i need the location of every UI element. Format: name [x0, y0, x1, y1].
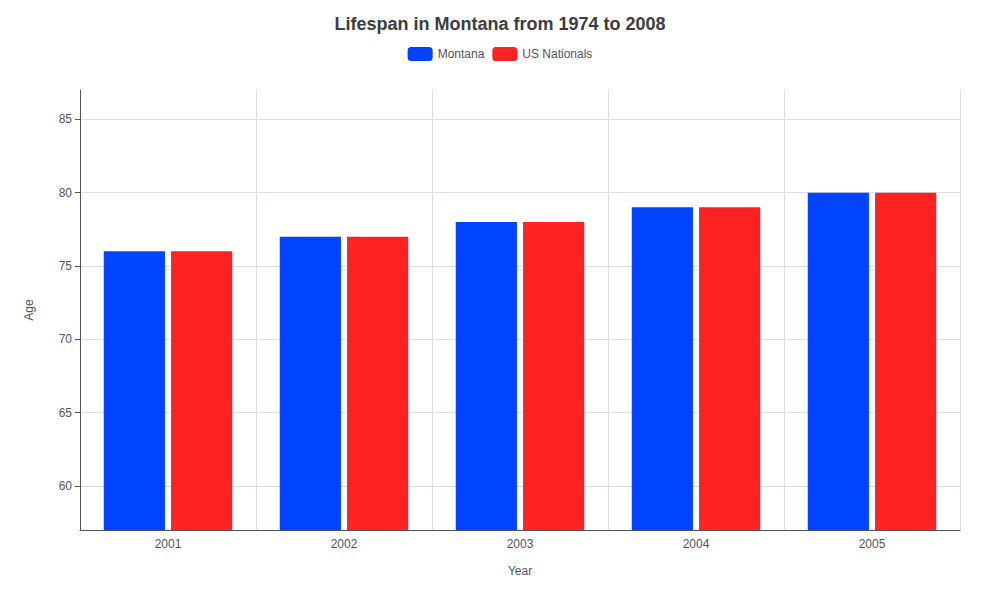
svg-text:2004: 2004 [683, 537, 710, 551]
svg-text:2002: 2002 [331, 537, 358, 551]
svg-text:US Nationals: US Nationals [522, 47, 592, 61]
svg-text:Year: Year [508, 564, 532, 578]
svg-text:2005: 2005 [859, 537, 886, 551]
svg-text:65: 65 [59, 406, 73, 420]
svg-text:60: 60 [59, 479, 73, 493]
svg-text:80: 80 [59, 186, 73, 200]
svg-text:2001: 2001 [155, 537, 182, 551]
svg-text:Lifespan in Montana from 1974: Lifespan in Montana from 1974 to 2008 [334, 14, 665, 34]
svg-text:Age: Age [22, 299, 36, 321]
svg-text:75: 75 [59, 259, 73, 273]
svg-text:2003: 2003 [507, 537, 534, 551]
svg-text:Montana: Montana [438, 47, 485, 61]
svg-text:70: 70 [59, 332, 73, 346]
svg-text:85: 85 [59, 112, 73, 126]
